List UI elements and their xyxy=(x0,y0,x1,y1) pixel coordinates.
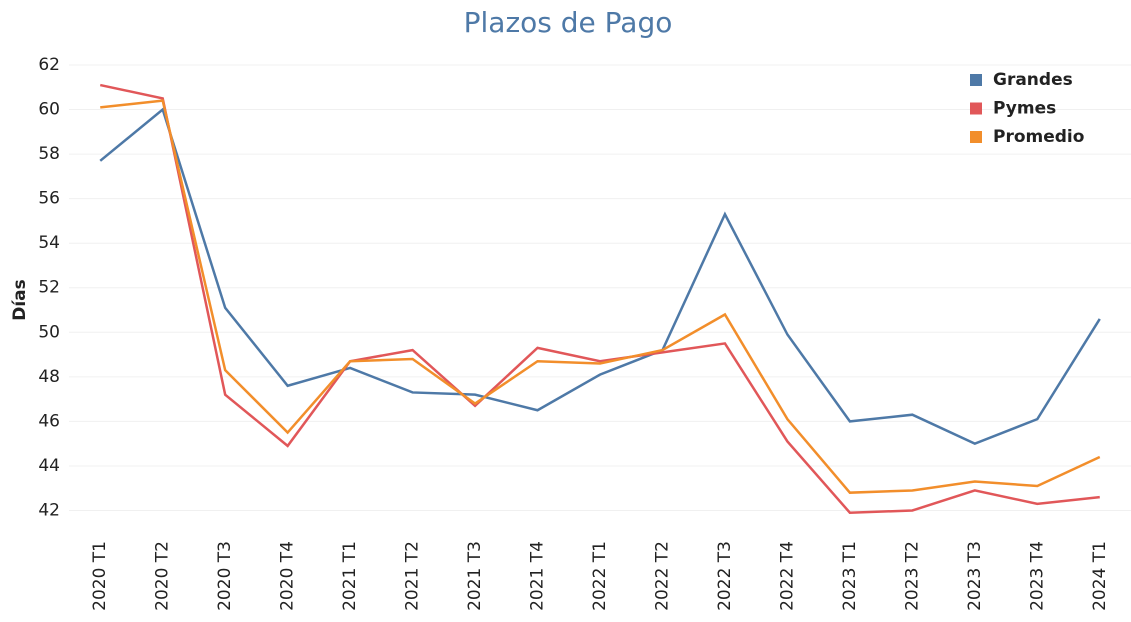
x-tick-label: 2023 T2 xyxy=(902,541,922,611)
y-axis-label: Días xyxy=(10,279,30,321)
x-tick-label: 2024 T1 xyxy=(1090,541,1110,611)
x-tick-label: 2020 T4 xyxy=(278,541,298,611)
y-tick-label: 46 xyxy=(38,411,60,431)
chart-title: Plazos de Pago xyxy=(464,6,673,39)
y-tick-label: 54 xyxy=(38,233,60,253)
legend-label: Grandes xyxy=(993,70,1073,90)
x-tick-label: 2021 T1 xyxy=(340,541,360,611)
y-tick-label: 62 xyxy=(38,55,60,75)
y-tick-label: 50 xyxy=(38,322,60,342)
y-tick-label: 42 xyxy=(38,500,60,520)
x-tick-label: 2023 T4 xyxy=(1027,541,1047,611)
y-tick-label: 44 xyxy=(38,456,60,476)
line-series xyxy=(99,107,1101,446)
x-tick-label: 2023 T1 xyxy=(840,541,860,611)
x-tick-label: 2020 T1 xyxy=(90,541,110,611)
legend-swatch xyxy=(970,131,982,143)
line-series xyxy=(100,99,1101,494)
x-tick-label: 2022 T1 xyxy=(590,541,610,611)
legend-swatch xyxy=(970,74,982,86)
y-tick-label: 60 xyxy=(38,100,60,120)
legend-swatch xyxy=(970,102,982,115)
y-tick-label: 56 xyxy=(38,189,60,209)
x-tick-label: 2021 T2 xyxy=(403,541,423,611)
x-tick-label: 2021 T4 xyxy=(528,541,548,611)
legend-label: Pymes xyxy=(993,99,1056,119)
line-series xyxy=(99,83,1100,514)
x-tick-label: 2020 T3 xyxy=(215,541,235,611)
x-tick-label: 2023 T3 xyxy=(965,541,985,611)
x-tick-label: 2022 T2 xyxy=(652,541,672,611)
y-tick-label: 48 xyxy=(38,367,60,387)
x-tick-label: 2020 T2 xyxy=(153,541,173,611)
x-tick-label: 2022 T4 xyxy=(777,541,797,611)
y-tick-label: 52 xyxy=(38,278,60,298)
legend-label: Promedio xyxy=(993,127,1084,147)
x-tick-label: 2022 T3 xyxy=(715,541,735,611)
x-tick-label: 2021 T3 xyxy=(465,541,485,611)
y-tick-label: 58 xyxy=(38,144,60,164)
